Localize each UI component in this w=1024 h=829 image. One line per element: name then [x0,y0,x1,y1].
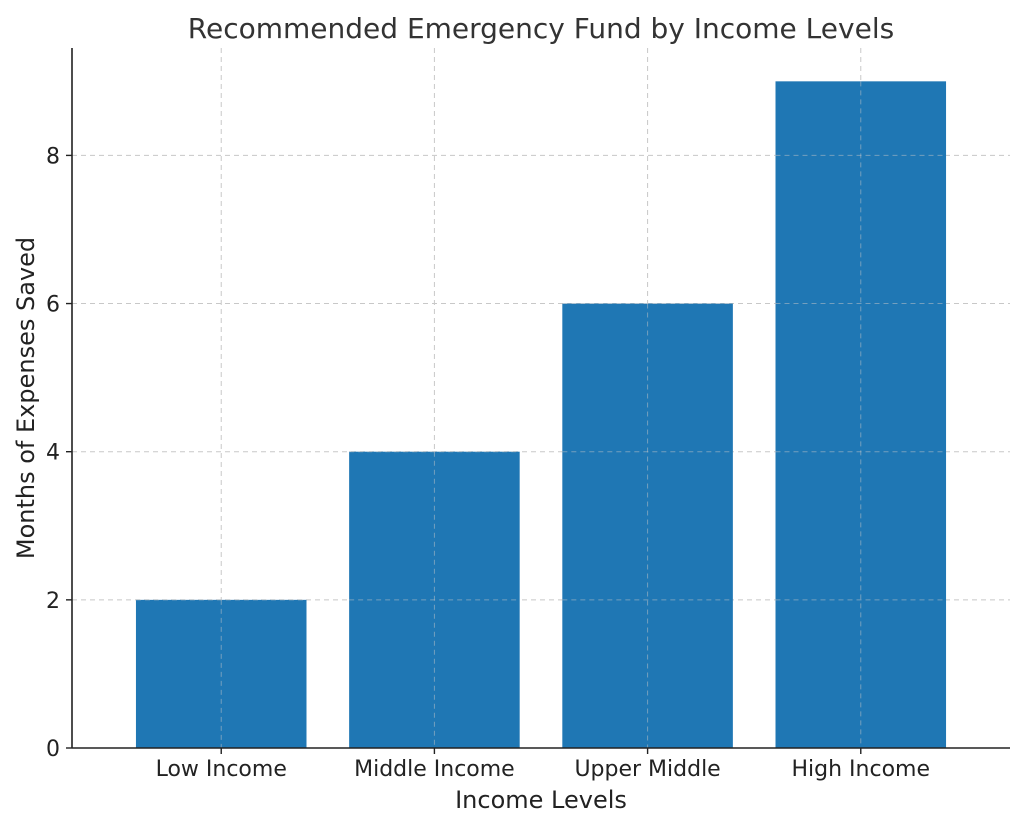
x-tick-label: Middle Income [354,757,515,782]
y-ticks: 0 2 4 6 8 [46,144,72,762]
y-tick-label: 8 [46,144,60,169]
bars [135,81,947,749]
x-tick-label: Low Income [156,757,287,782]
y-tick-label: 2 [46,589,60,614]
x-tick-label: Upper Middle [574,757,720,782]
x-tick-label: High Income [792,757,931,782]
y-tick-label: 6 [46,293,60,318]
y-axis-label: Months of Expenses Saved [12,237,40,559]
chart-title: Recommended Emergency Fund by Income Lev… [188,12,894,45]
x-ticks: Low Income Middle Income Upper Middle High … [156,748,930,782]
y-tick-label: 0 [46,737,60,762]
axes [71,48,1010,749]
y-tick-label: 4 [46,441,60,466]
x-axis-label: Income Levels [455,786,627,814]
